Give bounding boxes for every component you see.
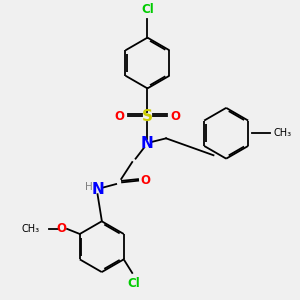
Text: N: N bbox=[141, 136, 154, 151]
Text: O: O bbox=[56, 222, 66, 236]
Text: S: S bbox=[142, 109, 153, 124]
Text: N: N bbox=[91, 182, 104, 196]
Text: H: H bbox=[85, 182, 92, 192]
Text: O: O bbox=[115, 110, 124, 123]
Text: O: O bbox=[170, 110, 180, 123]
Text: O: O bbox=[141, 174, 151, 187]
Text: CH₃: CH₃ bbox=[22, 224, 40, 234]
Text: Cl: Cl bbox=[128, 277, 140, 290]
Text: CH₃: CH₃ bbox=[274, 128, 292, 138]
Text: Cl: Cl bbox=[141, 3, 154, 16]
